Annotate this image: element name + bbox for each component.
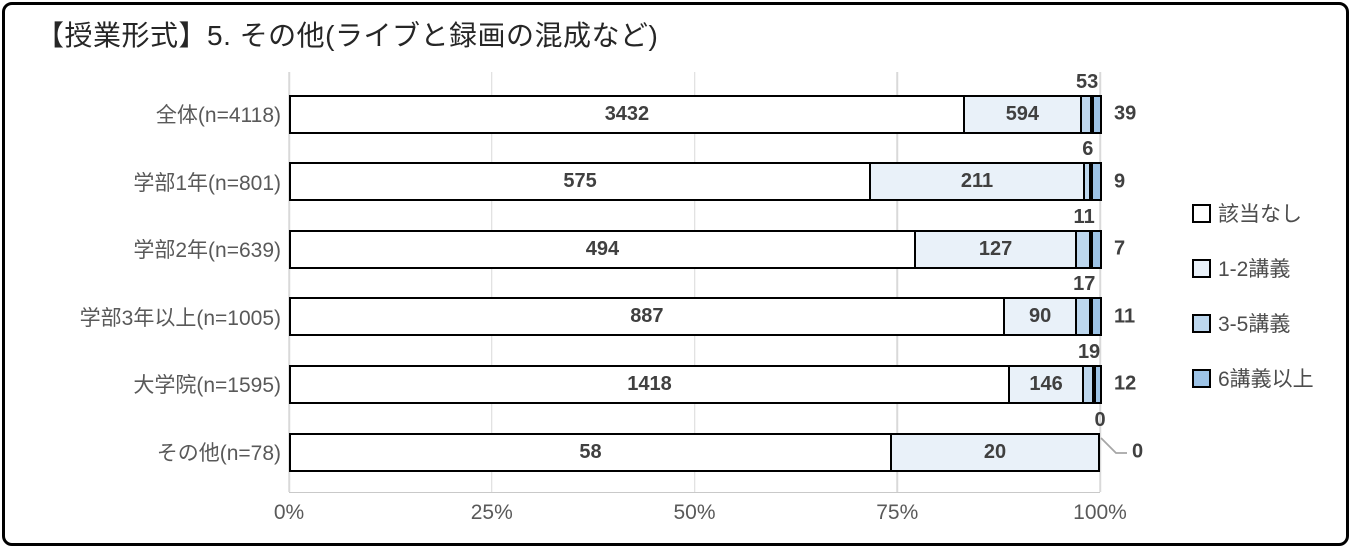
legend-swatch-icon	[1192, 313, 1211, 333]
segment-value-label-right: 39	[1114, 102, 1137, 125]
x-tick-label: 25%	[470, 501, 513, 524]
segment-value-label: 3432	[604, 102, 650, 125]
bar-row: 学部1年(n=801) 575 211 6 9	[133, 138, 1125, 202]
gridline-75%	[896, 72, 898, 492]
bar-segment-1-2講義: 146	[1008, 364, 1085, 404]
bar-segment-3-5講義	[1079, 94, 1093, 134]
bar-row: 大学院(n=1595) 1418 146 19 12	[133, 341, 1136, 404]
category-label: 大学院(n=1595)	[133, 374, 281, 398]
bar-segment-該当なし: 58	[289, 432, 893, 472]
legend-swatch-icon	[1192, 203, 1211, 223]
segment-value-label-right: 12	[1114, 372, 1137, 395]
legend-item-3-5講義: 3-5講義	[1192, 310, 1314, 336]
bar-segment-1-2講義: 20	[890, 432, 1100, 472]
bar-segment-6講義以上	[1093, 364, 1102, 404]
bar-segment-該当なし: 575	[289, 162, 872, 202]
segment-value-label-right: 0	[1132, 440, 1144, 463]
segment-value-label: 58	[579, 440, 602, 463]
legend-label: 該当なし	[1218, 203, 1302, 226]
legend-swatch-icon	[1192, 368, 1211, 388]
gridline-25%	[491, 72, 493, 492]
bar-segment-3-5講義	[1082, 364, 1094, 404]
segment-value-label: 127	[978, 237, 1013, 260]
bar-segment-6講義以上	[1092, 94, 1102, 134]
x-axis: 0% 25% 50% 75% 100%	[274, 492, 1127, 526]
segment-value-label-above: 19	[1077, 340, 1101, 363]
bar-segment-3-5講義	[1075, 297, 1092, 337]
category-label: 学部1年(n=801)	[133, 171, 281, 195]
bar-segment-6講義以上	[1090, 162, 1102, 202]
segment-value-label-above: 0	[1094, 408, 1106, 431]
bar-segment-3-5講義	[1082, 162, 1091, 202]
segment-value-label: 20	[983, 440, 1007, 463]
segment-value-label: 887	[630, 305, 664, 328]
segment-value-label-right: 11	[1114, 305, 1136, 328]
segment-value-label: 90	[1028, 305, 1052, 328]
legend-item-該当なし: 該当なし	[1192, 200, 1314, 226]
segment-value-label: 211	[960, 170, 994, 193]
segment-value-label-above: 53	[1075, 70, 1099, 93]
bar-segment-1-2講義: 211	[869, 162, 1085, 202]
bar-segment-6講義以上	[1091, 297, 1102, 337]
category-label: 学部3年以上(n=1005)	[79, 306, 281, 330]
bar-segment-1-2講義: 90	[1002, 297, 1078, 337]
bar-segment-1-2講義: 594	[962, 94, 1082, 134]
legend-label: 6講義以上	[1218, 368, 1314, 391]
x-tick-label: 100%	[1073, 501, 1127, 524]
legend-item-1-2講義: 1-2講義	[1192, 255, 1314, 281]
gridline-0%	[288, 72, 290, 492]
segment-value-label-above: 17	[1073, 273, 1096, 296]
x-tick-label: 50%	[673, 501, 716, 524]
gridline-50%	[693, 72, 696, 492]
bar-row: その他(n=78) 58 20 0 0	[157, 409, 1143, 472]
category-label: 全体(n=4118)	[155, 104, 281, 127]
x-tick-label: 75%	[876, 501, 919, 524]
bar-segment-該当なし: 1418	[289, 364, 1010, 404]
segment-value-label: 594	[1005, 102, 1040, 125]
bar-segment-6講義以上	[1091, 229, 1102, 269]
segment-value-label-above: 6	[1082, 138, 1094, 161]
bar-segment-1-2講義: 127	[913, 229, 1078, 269]
chart-title: 【授業形式】5. その他(ライブと録画の混成など)	[36, 20, 659, 51]
segment-value-label-above: 11	[1073, 205, 1095, 228]
bar-segment-該当なし: 3432	[289, 94, 965, 134]
category-label: 学部2年(n=639)	[133, 239, 281, 263]
legend-item-6講義以上: 6講義以上	[1192, 365, 1314, 391]
bar-row: 学部2年(n=639) 494 127 11 7	[133, 206, 1125, 269]
bar-segment-該当なし: 494	[289, 229, 916, 269]
plot-area: 0% 25% 50% 75% 100% 全体(n=4118) 3432 594 53 39 学部1…	[80, 71, 1143, 525]
legend-label: 3-5講義	[1218, 313, 1291, 336]
gridline-100%	[1099, 72, 1101, 492]
segment-value-label: 494	[585, 237, 620, 260]
x-tick-label: 0%	[273, 501, 305, 524]
segment-value-label: 1418	[627, 372, 672, 395]
leader-line	[1100, 436, 1127, 454]
segment-value-label: 146	[1029, 372, 1063, 395]
segment-value-label: 575	[563, 170, 597, 193]
segment-value-label-right: 7	[1114, 237, 1126, 260]
bar-segment-該当なし: 887	[289, 297, 1005, 337]
bar-row: 学部3年以上(n=1005) 887 90 17 11	[80, 273, 1135, 337]
legend-label: 1-2講義	[1218, 258, 1291, 281]
legend: 該当なし 1-2講義 3-5講義 6講義以上	[1192, 200, 1314, 420]
legend-swatch-icon	[1192, 258, 1211, 278]
segment-value-label-right: 9	[1114, 170, 1126, 193]
bar-row: 全体(n=4118) 3432 594 53 39	[156, 71, 1136, 134]
bar-segment-3-5講義	[1075, 229, 1092, 269]
category-label: その他(n=78)	[156, 442, 281, 465]
